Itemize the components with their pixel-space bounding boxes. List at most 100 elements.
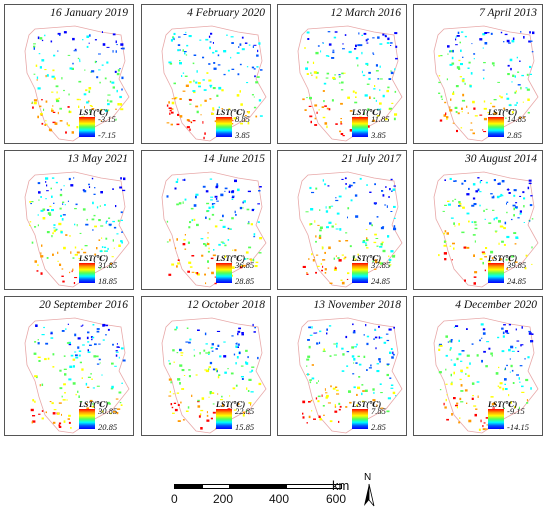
lst-pixel <box>516 374 519 376</box>
lst-pixel <box>44 34 46 37</box>
lst-pixel <box>389 351 392 354</box>
lst-pixel <box>185 84 189 87</box>
lst-pixel <box>306 272 308 274</box>
lst-pixel <box>305 211 309 213</box>
lst-pixel <box>323 82 327 85</box>
lst-pixel <box>87 341 90 343</box>
lst-pixel <box>523 222 525 223</box>
lst-pixel <box>232 249 234 251</box>
lst-pixel <box>454 225 456 227</box>
lst-pixel <box>76 251 80 254</box>
lst-pixel <box>487 32 490 34</box>
lst-pixel <box>472 183 476 186</box>
lst-pixel <box>72 37 75 41</box>
lst-pixel <box>40 114 43 116</box>
lst-pixel <box>37 214 39 216</box>
scale-tick-label: 400 <box>269 492 290 506</box>
lst-pixel <box>487 260 491 263</box>
legend-min-value: 3.85 <box>371 130 386 140</box>
lst-pixel <box>461 111 463 113</box>
lst-pixel <box>519 116 522 119</box>
lst-pixel <box>473 276 477 278</box>
lst-pixel <box>445 112 447 116</box>
lst-pixel <box>334 406 337 408</box>
lst-pixel <box>364 94 368 97</box>
lst-pixel <box>373 338 375 340</box>
lst-pixel <box>472 197 476 200</box>
lst-pixel <box>460 384 463 387</box>
lst-pixel <box>344 256 347 259</box>
lst-pixel <box>450 217 454 219</box>
lst-pixel <box>71 131 74 134</box>
lst-pixel <box>344 177 347 180</box>
lst-pixel <box>355 362 358 364</box>
lst-pixel <box>473 405 477 407</box>
lst-pixel <box>210 199 213 201</box>
lst-pixel <box>325 77 329 79</box>
lst-pixel <box>181 388 185 390</box>
lst-pixel <box>361 51 363 55</box>
lst-pixel <box>327 31 331 33</box>
lst-pixel <box>92 403 94 405</box>
lst-pixel <box>484 218 486 220</box>
lst-pixel <box>101 246 104 248</box>
lst-pixel <box>214 225 218 228</box>
lst-pixel <box>386 364 389 366</box>
legend-color-ramp <box>216 263 232 283</box>
lst-pixel <box>193 349 195 351</box>
lst-pixel <box>239 43 242 46</box>
lst-pixel <box>105 250 108 252</box>
lst-pixel <box>59 369 62 372</box>
lst-pixel <box>78 105 80 108</box>
lst-pixel <box>517 217 520 219</box>
lst-pixel <box>204 273 206 276</box>
north-arrow: N <box>360 472 380 510</box>
lst-pixel <box>380 226 384 230</box>
lst-pixel <box>189 221 192 224</box>
lst-pixel <box>473 107 476 110</box>
lst-pixel <box>380 407 384 409</box>
lst-pixel <box>338 259 342 262</box>
lst-pixel <box>314 104 318 107</box>
lst-pixel <box>93 355 97 358</box>
lst-pixel <box>120 108 124 111</box>
scale-bar-segment <box>202 484 230 489</box>
lst-pixel <box>183 239 186 241</box>
lst-pixel <box>328 325 332 327</box>
legend-color-ramp <box>352 409 368 429</box>
lst-pixel <box>328 206 331 209</box>
lst-pixel <box>213 67 217 70</box>
lst-pixel <box>318 415 321 418</box>
lst-pixel <box>347 207 350 210</box>
lst-pixel <box>503 407 505 409</box>
lst-pixel <box>191 255 195 257</box>
lst-pixel <box>374 203 377 205</box>
lst-pixel <box>526 402 529 404</box>
lst-pixel <box>222 225 226 228</box>
lst-pixel <box>481 337 483 339</box>
lst-pixel <box>355 57 359 60</box>
lst-pixel <box>200 238 204 240</box>
lst-pixel <box>96 328 100 330</box>
legend-max-value: 11.85 <box>371 114 390 124</box>
lst-pixel <box>240 103 243 106</box>
lst-pixel <box>47 357 50 360</box>
lst-pixel <box>447 341 449 343</box>
lst-pixel <box>485 417 489 419</box>
lst-pixel <box>30 203 32 205</box>
lst-pixel <box>182 179 186 181</box>
lst-pixel <box>483 350 486 353</box>
lst-pixel <box>212 87 216 90</box>
lst-pixel <box>115 40 117 44</box>
lst-pixel <box>177 259 180 261</box>
lst-pixel <box>173 402 177 404</box>
lst-pixel <box>87 349 89 352</box>
lst-pixel <box>226 34 228 36</box>
lst-pixel <box>505 258 508 261</box>
lst-pixel <box>209 41 212 43</box>
lst-pixel <box>250 403 252 406</box>
lst-pixel <box>189 81 192 84</box>
lst-pixel <box>83 93 87 96</box>
lst-pixel <box>365 244 368 247</box>
lst-pixel <box>211 205 215 209</box>
